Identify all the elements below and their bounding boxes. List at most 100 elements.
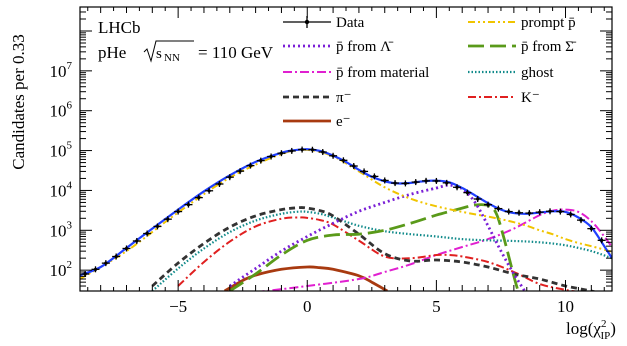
- data-point: [453, 184, 462, 191]
- data-point-marker: [383, 178, 387, 183]
- data-point: [380, 177, 389, 184]
- x-axis-label-sub: IP: [600, 330, 610, 342]
- legend-entry-ghost: ghost: [468, 65, 554, 81]
- legend-entry-prompt: prompt p̄: [468, 15, 576, 31]
- data-point: [556, 208, 565, 215]
- x-tick-label: −5: [169, 297, 187, 316]
- y-tick-exp: 3: [67, 219, 73, 231]
- y-tick-label: 105: [50, 140, 73, 161]
- y-tick-label: 106: [50, 100, 73, 121]
- series-line-kaon: [177, 216, 578, 291]
- y-tick-label: 103: [50, 219, 73, 240]
- data-point-marker: [93, 267, 98, 271]
- legend-entry-kaon: K⁻: [468, 90, 540, 106]
- data-point: [442, 179, 451, 186]
- data-point-marker: [269, 154, 273, 159]
- data-point: [101, 260, 110, 267]
- data-point: [597, 237, 606, 244]
- data-point: [132, 237, 141, 244]
- data-point: [153, 223, 162, 230]
- y-tick-exp: 6: [67, 100, 73, 112]
- data-point: [256, 157, 265, 164]
- data-point-marker: [486, 203, 490, 207]
- data-point-marker: [104, 261, 108, 265]
- data-point-marker: [248, 163, 253, 168]
- legend-marker-dot: [304, 19, 310, 25]
- x-axis-label: log(χ2 IP): [566, 318, 616, 342]
- collision-label: pHe: [98, 43, 126, 62]
- data-point-marker: [538, 210, 542, 214]
- data-point-marker: [176, 209, 180, 214]
- data-point: [225, 174, 234, 181]
- y-tick-exp: 7: [67, 60, 73, 72]
- data-point-marker: [600, 238, 604, 242]
- data-point: [494, 205, 503, 212]
- series-line-pion: [151, 206, 598, 291]
- data-point: [215, 181, 224, 188]
- data-point: [525, 210, 534, 217]
- data-point-marker: [145, 231, 149, 236]
- data-point-marker: [455, 185, 459, 189]
- data-point-marker: [362, 169, 366, 174]
- data-point-marker: [217, 182, 222, 186]
- data-point: [318, 149, 327, 156]
- data-point-marker: [166, 217, 170, 221]
- sqrt-sign: [143, 40, 194, 63]
- data-point: [246, 162, 255, 169]
- series-line-sigma: [229, 203, 520, 291]
- data-point: [473, 195, 482, 202]
- legend-label: e⁻: [336, 114, 351, 130]
- sqrt-sub: NN: [164, 52, 180, 64]
- energy-value: = 110 GeV: [198, 43, 274, 62]
- data-point-marker: [589, 227, 593, 231]
- y-tick-exp: 4: [67, 179, 73, 191]
- data-point-marker: [569, 212, 573, 217]
- data-point: [174, 208, 183, 215]
- y-tick-exp: 2: [67, 259, 73, 271]
- y-tick-base: 10: [50, 261, 67, 280]
- series-line-lambda: [229, 183, 527, 291]
- data-point: [184, 201, 193, 208]
- data-point: [411, 179, 420, 186]
- x-tick-label: 0: [303, 297, 312, 316]
- y-tick-base: 10: [50, 62, 67, 81]
- data-point-marker: [403, 181, 407, 186]
- data-point-marker: [114, 254, 118, 259]
- data-point: [112, 253, 121, 260]
- y-tick-base: 10: [50, 181, 67, 200]
- data-point: [577, 217, 586, 224]
- legend-label: ghost: [521, 65, 554, 81]
- data-point: [205, 187, 214, 194]
- data-point-marker: [321, 150, 325, 154]
- data-point: [370, 173, 379, 180]
- x-tick-label: 5: [432, 297, 441, 316]
- legend-label: K⁻: [521, 90, 540, 106]
- data-point-marker: [155, 224, 160, 229]
- data-point: [339, 157, 348, 164]
- data-point: [535, 209, 544, 216]
- data-point: [587, 225, 596, 232]
- legend: Data p̄ from Λ̄ p̄ from material π⁻ e⁻ prompt…: [283, 15, 577, 130]
- data-point: [422, 177, 431, 184]
- y-tick-label: 104: [50, 179, 73, 200]
- data-point: [463, 189, 472, 196]
- legend-label: Data: [336, 15, 365, 31]
- data-point-marker: [135, 239, 139, 243]
- data-point-marker: [527, 211, 531, 215]
- data-point-marker: [424, 179, 428, 183]
- data-point-marker: [228, 175, 232, 179]
- x-axis-label-close: ): [610, 319, 616, 338]
- data-point: [546, 208, 555, 215]
- legend-label: prompt p̄: [521, 15, 576, 31]
- data-point: [566, 211, 575, 218]
- legend-entry-material: p̄ from material: [283, 65, 429, 81]
- data-point-marker: [207, 189, 211, 193]
- legend-label: p̄ from material: [336, 65, 429, 81]
- y-tick-label: 107: [50, 60, 73, 81]
- data-point-marker: [496, 207, 500, 211]
- data-point: [391, 180, 400, 187]
- series-line-material: [257, 208, 612, 291]
- data-point: [349, 163, 358, 170]
- data-point: [194, 194, 203, 201]
